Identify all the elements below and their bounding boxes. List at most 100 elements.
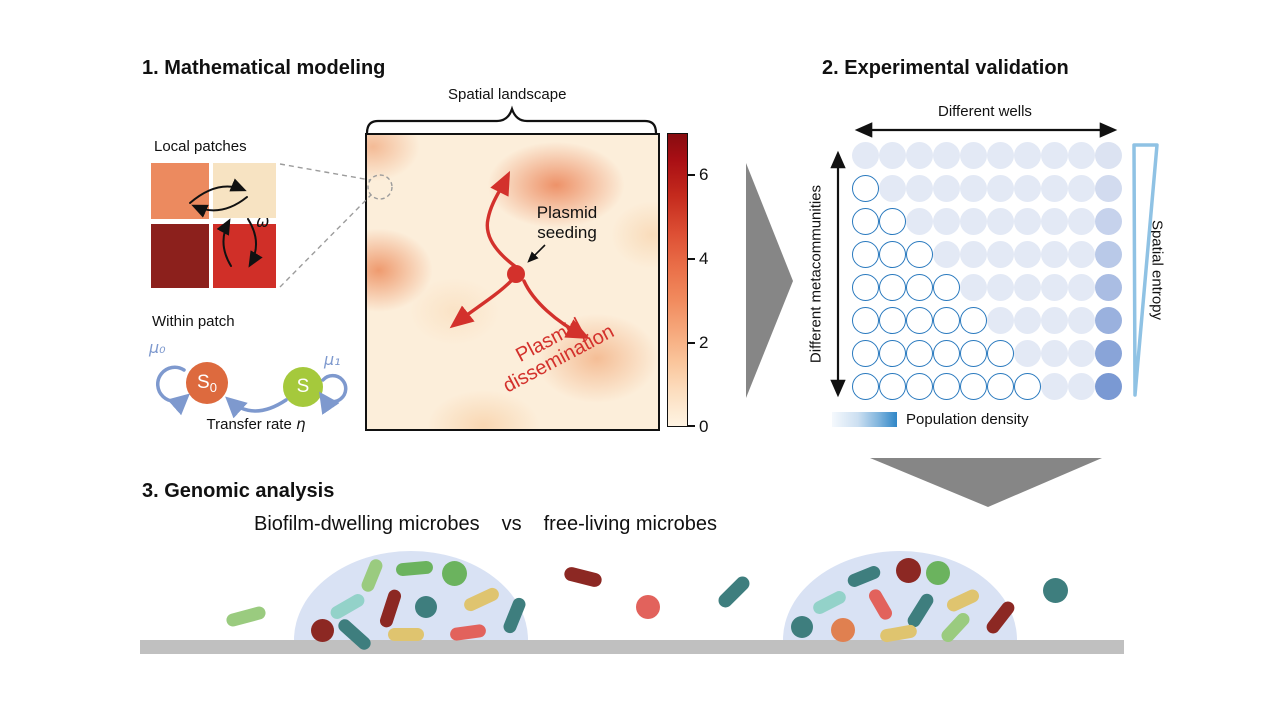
section1-title: 1. Mathematical modeling <box>142 57 386 79</box>
microbe-coccus <box>441 560 467 586</box>
s-node-label: S <box>296 376 310 397</box>
well <box>1068 339 1096 367</box>
section3-title: 3. Genomic analysis <box>142 480 335 502</box>
well <box>1095 273 1123 301</box>
colorbar-ticks <box>688 174 695 427</box>
colorbar-tick-4: 4 <box>699 249 709 268</box>
microbe-coccus <box>926 561 950 585</box>
well <box>932 339 960 367</box>
transfer-arrow <box>225 396 288 419</box>
within-patch-label: Within patch <box>152 313 235 330</box>
well <box>878 240 906 268</box>
well <box>987 273 1014 301</box>
well <box>987 339 1014 367</box>
well <box>1041 174 1069 202</box>
biofilm-microbes-label: Biofilm-dwelling microbes <box>254 513 480 535</box>
well <box>851 240 879 268</box>
well <box>1095 141 1123 169</box>
well <box>1095 207 1123 235</box>
landscape-brace <box>365 105 658 135</box>
well <box>987 207 1014 235</box>
well <box>1041 141 1069 169</box>
well <box>932 240 960 268</box>
population-density-label: Population density <box>906 411 1029 428</box>
microbe-coccus <box>791 616 813 638</box>
section2-title: 2. Experimental validation <box>822 57 1069 79</box>
plasmid-seeding-label: Plasmid seeding <box>518 203 616 242</box>
colorbar-tick-0: 0 <box>699 417 709 436</box>
microbe-rod <box>224 604 268 628</box>
freeliving-microbes-label: free-living microbes <box>543 513 718 535</box>
well <box>1014 273 1042 301</box>
microbe-coccus <box>895 557 921 583</box>
well <box>905 141 933 169</box>
well <box>1068 240 1096 268</box>
well <box>959 273 987 301</box>
colorbar-tick-2: 2 <box>699 333 709 352</box>
colorbar-tick-6: 6 <box>699 165 709 184</box>
well <box>932 372 960 400</box>
plasmid-seeding-line2: seeding <box>537 222 597 242</box>
well <box>1014 339 1042 367</box>
well <box>851 306 879 334</box>
well <box>878 273 906 301</box>
well <box>851 372 879 400</box>
well <box>878 174 906 202</box>
well <box>1068 207 1096 235</box>
well <box>1041 273 1069 301</box>
microbe-rod <box>562 565 604 589</box>
well <box>1095 339 1123 367</box>
well <box>1095 240 1123 268</box>
spatial-entropy-label: Spatial entropy <box>1148 219 1166 321</box>
microbe-rod <box>715 573 753 611</box>
eta-label: η <box>295 415 306 433</box>
well <box>905 372 933 400</box>
well <box>959 339 987 367</box>
flow-arrow-right <box>746 163 793 398</box>
well <box>932 207 960 235</box>
population-density-gradient <box>832 412 897 427</box>
microbe-coccus <box>415 596 437 618</box>
s-node: S <box>283 367 323 407</box>
comparison-heading: Biofilm-dwelling microbes vs free-living… <box>254 513 717 536</box>
patch-3 <box>213 224 276 288</box>
well <box>1041 372 1069 400</box>
microbe-rod <box>388 627 424 641</box>
spatial-landscape-label: Spatial landscape <box>448 86 567 103</box>
well <box>987 174 1014 202</box>
well <box>1068 273 1096 301</box>
flow-arrow-down <box>870 458 1102 507</box>
well <box>1014 207 1042 235</box>
mu1-loop <box>319 373 348 415</box>
well <box>851 207 879 235</box>
transfer-rate-label: Transfer rate η <box>196 415 316 433</box>
plasmid-seeding-line1: Plasmid <box>536 203 598 222</box>
local-patches-label: Local patches <box>154 138 247 155</box>
well <box>1041 306 1069 334</box>
well <box>1014 240 1042 268</box>
well <box>1095 372 1123 400</box>
well <box>905 339 933 367</box>
well <box>878 339 906 367</box>
mu0-loop <box>156 365 190 416</box>
well <box>1095 174 1123 202</box>
well <box>1095 306 1123 334</box>
well <box>851 141 879 169</box>
surface-bar <box>140 640 1124 654</box>
well <box>1041 207 1069 235</box>
well <box>905 273 933 301</box>
well <box>932 174 960 202</box>
microbe-coccus <box>636 595 660 619</box>
well <box>905 240 933 268</box>
well <box>987 141 1014 169</box>
well <box>987 306 1014 334</box>
well <box>878 207 906 235</box>
well <box>1014 174 1042 202</box>
well <box>932 141 960 169</box>
well <box>959 240 987 268</box>
microbe-coccus <box>1042 577 1068 603</box>
well <box>959 141 987 169</box>
well <box>959 174 987 202</box>
